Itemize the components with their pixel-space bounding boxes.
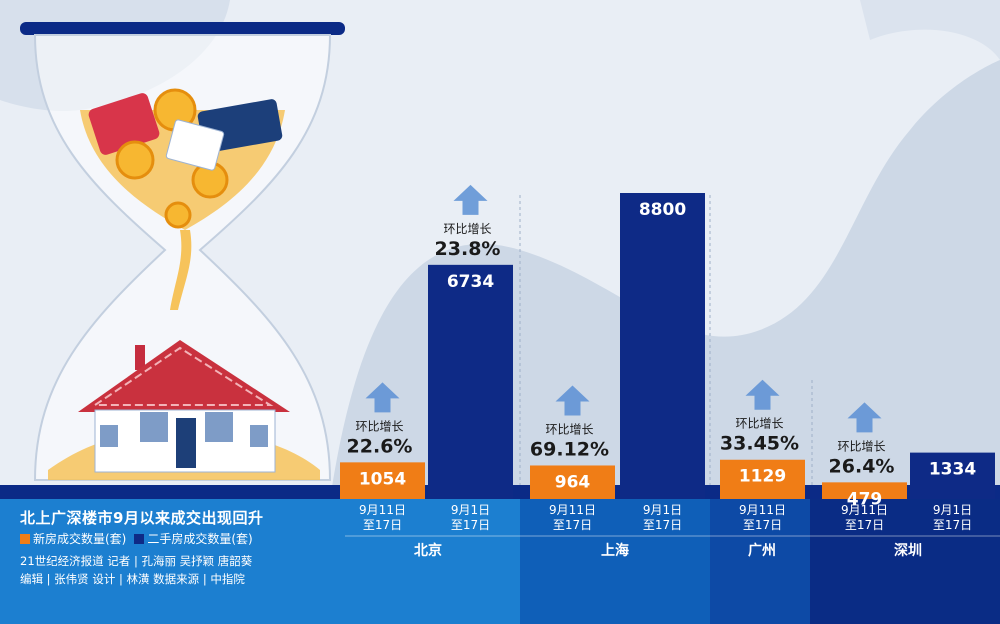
growth-title-3-0: 环比增长	[837, 439, 885, 453]
footer-panel-light	[0, 499, 520, 624]
growth-value-0-0: 22.6%	[347, 435, 413, 457]
legend-item-second: 二手房成交数量(套)	[134, 530, 253, 547]
legend-item-new: 新房成交数量(套)	[20, 530, 126, 547]
credits-line-2: 编辑 | 张伟贤 设计 | 林潢 数据来源 | 中指院	[20, 572, 245, 586]
period-label-line1: 9月11日	[739, 503, 786, 517]
period-label-line1: 9月1日	[643, 503, 682, 517]
growth-arrow-icon	[453, 184, 488, 215]
period-label-line2: 至17日	[743, 518, 782, 532]
bar-new-0	[340, 462, 425, 499]
growth-title-0-0: 环比增长	[355, 419, 403, 433]
data-label-second-0: 6734	[447, 272, 494, 292]
data-label-new-1: 964	[555, 472, 591, 492]
growth-value-2-0: 33.45%	[720, 433, 799, 455]
growth-value-0-1: 23.8%	[435, 238, 501, 260]
city-label-2: 广州	[748, 542, 776, 559]
growth-arrow-icon	[847, 402, 882, 433]
credits-line-1: 21世纪经济报道 记者 | 孔海丽 吴抒颖 唐韶葵	[20, 554, 253, 568]
growth-value-1-0: 69.12%	[530, 438, 609, 460]
data-label-new-0: 1054	[359, 469, 406, 489]
footer-panel-guangzhou	[710, 499, 810, 624]
bar-second-1	[620, 193, 705, 499]
footer-panel-dark	[810, 499, 1000, 624]
bar-second-0	[428, 264, 513, 499]
period-label-line1: 9月11日	[841, 503, 888, 517]
legend-swatch-second	[134, 533, 145, 544]
data-label-new-2: 1129	[739, 467, 786, 487]
period-label-line2: 至17日	[643, 518, 682, 532]
city-label-3: 深圳	[894, 542, 922, 559]
growth-title-1-0: 环比增长	[545, 422, 593, 436]
legend-swatch-new	[20, 533, 30, 544]
growth-title-2-0: 环比增长	[735, 417, 783, 431]
growth-arrow-icon	[365, 382, 400, 413]
data-label-new-3: 479	[847, 489, 883, 509]
legend: 新房成交数量(套) 二手房成交数量(套)	[20, 530, 253, 547]
legend-label-new: 新房成交数量(套)	[33, 532, 127, 546]
footer-panel-mid	[520, 499, 710, 624]
period-label-line2: 至17日	[553, 518, 592, 532]
bar-new-1	[530, 465, 615, 499]
period-label-line2: 至17日	[363, 518, 402, 532]
period-label-line1: 9月11日	[549, 503, 596, 517]
city-label-0: 北京	[414, 542, 442, 559]
data-label-second-3: 1334	[929, 460, 976, 480]
period-label-line1: 9月1日	[451, 503, 490, 517]
period-label-line2: 至17日	[933, 518, 972, 532]
period-label-line1: 9月1日	[933, 503, 972, 517]
house-icon	[78, 340, 290, 473]
growth-arrow-icon	[555, 385, 590, 416]
bar-second-3	[910, 452, 995, 499]
chart-title: 北上广深楼市9月以来成交出现回升	[20, 509, 264, 527]
hourglass-icon	[20, 22, 345, 481]
period-label-line2: 至17日	[451, 518, 490, 532]
growth-arrow-icon	[745, 379, 780, 410]
background-corner-shape-right	[860, 0, 1000, 60]
growth-title-0-1: 环比增长	[443, 222, 491, 236]
city-label-1: 上海	[601, 542, 629, 559]
growth-value-3-0: 26.4%	[829, 455, 895, 477]
period-label-line1: 9月11日	[359, 503, 406, 517]
bar-new-2	[720, 459, 805, 499]
data-label-second-1: 8800	[639, 200, 686, 220]
period-label-line2: 至17日	[845, 518, 884, 532]
bar-new-3	[822, 482, 907, 499]
legend-label-second: 二手房成交数量(套)	[147, 532, 253, 546]
